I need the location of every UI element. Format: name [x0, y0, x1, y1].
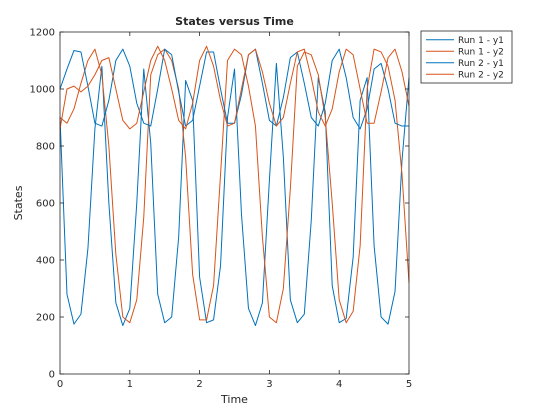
y-tick-label: 1000	[30, 85, 55, 96]
x-tick-label: 1	[127, 379, 133, 390]
legend-entry-label: Run 1 - y1	[458, 36, 504, 46]
y-tick-label: 600	[36, 199, 55, 210]
x-tick-label: 0	[57, 379, 63, 390]
chart-title: States versus Time	[175, 15, 294, 28]
x-axis-label: Time	[220, 393, 248, 406]
x-tick-label: 2	[196, 379, 202, 390]
legend-entry-label: Run 2 - y2	[458, 70, 504, 80]
x-tick-label: 4	[336, 379, 342, 390]
y-tick-label: 1200	[30, 28, 55, 39]
x-tick-label: 5	[406, 379, 412, 390]
plot-area	[60, 32, 409, 374]
legend-entry-label: Run 2 - y1	[458, 59, 504, 69]
y-tick-label: 400	[36, 256, 55, 267]
plot-background	[60, 32, 409, 374]
x-tick-label: 3	[266, 379, 272, 390]
series-line-4	[59, 45, 410, 130]
y-tick-label: 0	[49, 370, 55, 381]
series-layer	[59, 45, 410, 327]
series-line-2	[59, 48, 410, 324]
axes	[59, 31, 410, 375]
y-tick-label: 800	[36, 142, 55, 153]
y-axis-label: States	[12, 185, 25, 220]
y-tick-label: 200	[36, 313, 55, 324]
legend-entry-label: Run 1 - y2	[458, 47, 504, 57]
series-line-1	[59, 62, 410, 327]
tick-labels: 0 1 2 3 4 5 0 200 400 600 800 1000 1200	[30, 28, 413, 391]
